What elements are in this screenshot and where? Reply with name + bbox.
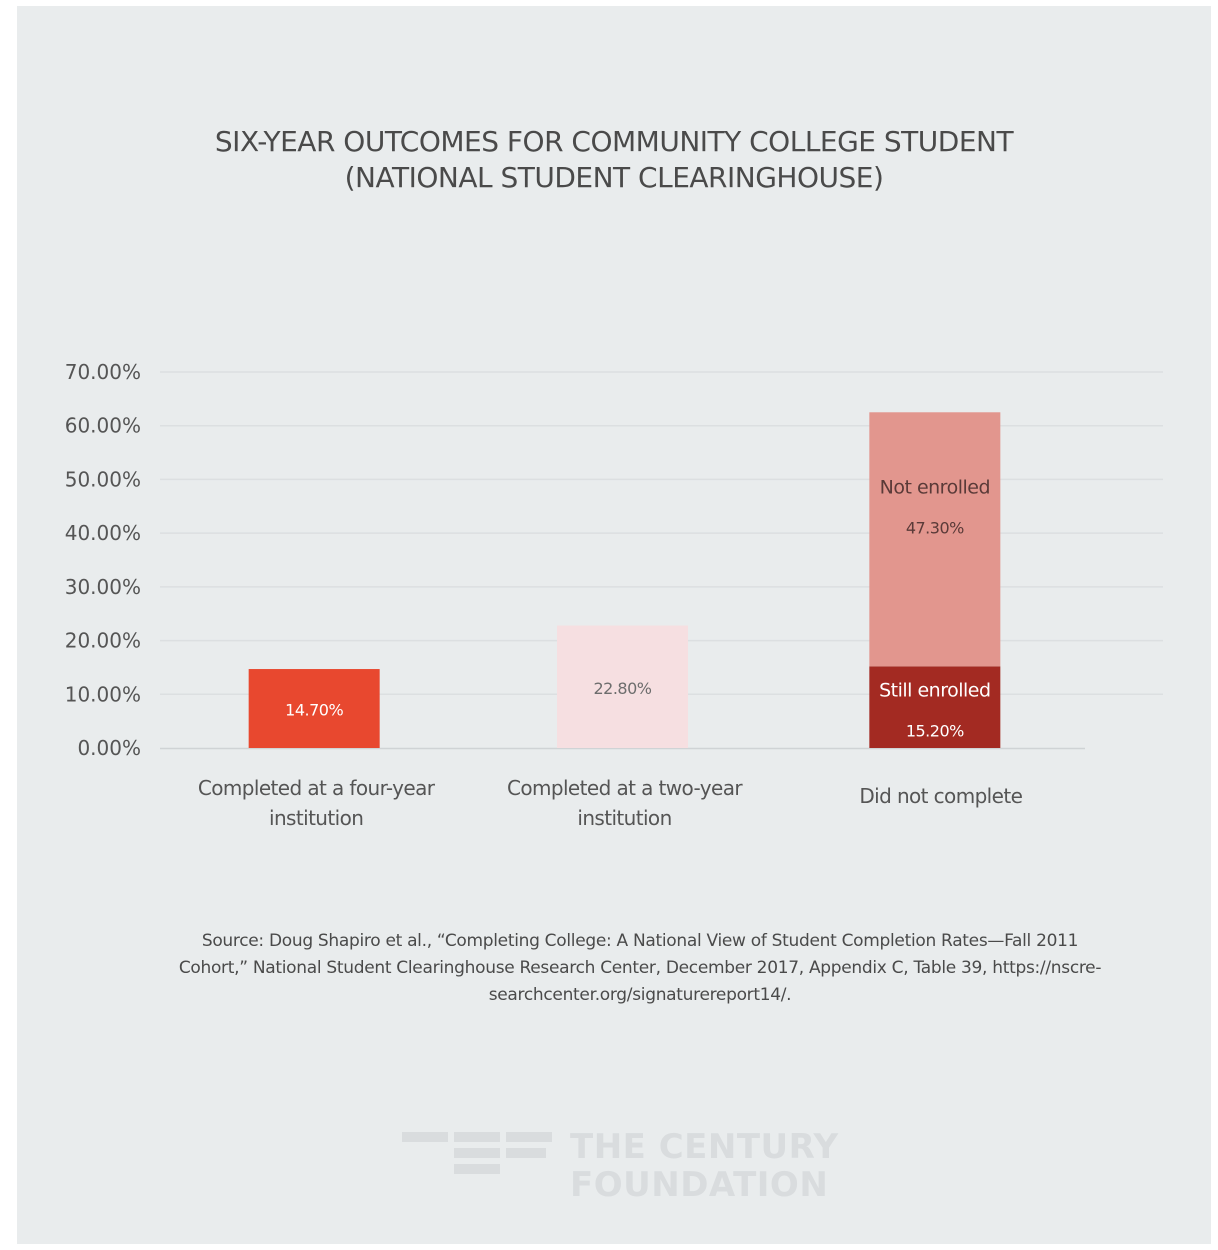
chart-panel xyxy=(17,6,1211,1244)
data-label: 47.30% xyxy=(906,518,964,537)
bar-chart: 0.00% 10.00% 20.00% 30.00% 40.00% 50.00% 60.00… xyxy=(65,360,1163,830)
bar-segment xyxy=(869,412,1001,667)
source-line: Source: Doug Shapiro et al., “Completing… xyxy=(201,931,1079,951)
y-tick-label: 70.00% xyxy=(65,360,141,384)
y-tick-label: 20.00% xyxy=(65,629,141,653)
category-label: Completed at a two-year xyxy=(507,776,743,800)
chart-subtitle: (NATIONAL STUDENT CLEARINGHOUSE) xyxy=(344,161,884,194)
bar-segment xyxy=(248,669,380,748)
logo-line-2: FOUNDATION xyxy=(570,1165,829,1205)
y-tick-label: 0.00% xyxy=(77,736,141,760)
segment-name-label: Still enrolled xyxy=(879,679,990,701)
category-label: institution xyxy=(269,806,363,830)
data-label: 15.20% xyxy=(906,721,964,740)
bar-segment xyxy=(869,666,1001,748)
data-label: 22.80% xyxy=(593,679,651,698)
source-line: searchcenter.org/signaturereport14/. xyxy=(488,985,792,1005)
y-tick-label: 50.00% xyxy=(65,467,141,491)
century-foundation-logo: THE CENTURY FOUNDATION xyxy=(400,1128,840,1208)
y-tick-label: 40.00% xyxy=(65,521,141,545)
segment-name-label: Not enrolled xyxy=(880,476,990,498)
chart-title: SIX-YEAR OUTCOMES FOR COMMUNITY COLLEGE … xyxy=(214,125,1014,158)
y-tick-label: 10.00% xyxy=(65,682,141,706)
category-label: Did not complete xyxy=(859,784,1022,808)
category-label: Completed at a four-year xyxy=(198,776,436,800)
data-label: 14.70% xyxy=(285,701,343,720)
logo-line-1: THE CENTURY xyxy=(570,1127,839,1167)
bar-segment xyxy=(557,625,688,748)
category-label: institution xyxy=(577,806,671,830)
logo-text: THE CENTURY FOUNDATION xyxy=(570,1128,839,1204)
source-line: Cohort,” National Student Clearinghouse … xyxy=(178,958,1102,978)
logo-mark-icon xyxy=(402,1132,552,1174)
y-tick-label: 30.00% xyxy=(65,575,141,599)
source-note: Source: Doug Shapiro et al., “Completing… xyxy=(150,928,1130,1009)
y-tick-label: 60.00% xyxy=(65,414,141,438)
